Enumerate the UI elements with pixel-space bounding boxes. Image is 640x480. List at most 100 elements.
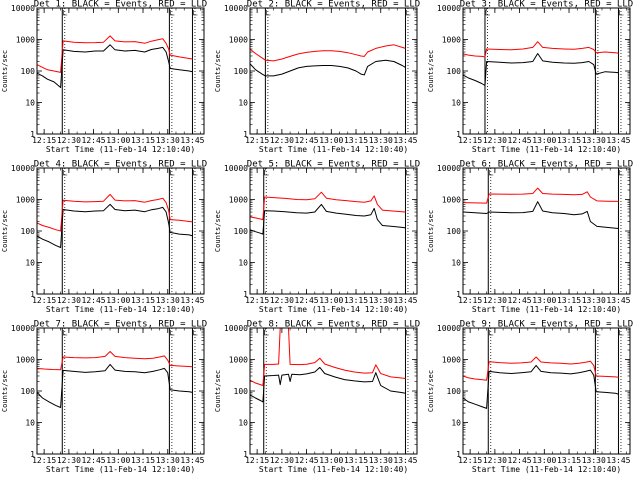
x-tick-label: 12:30 bbox=[483, 456, 507, 465]
x-tick-label: 12:45 bbox=[82, 296, 106, 305]
x-tick-label: 13:15 bbox=[557, 296, 581, 305]
plot-frame bbox=[36, 7, 205, 135]
marker-flag bbox=[619, 10, 624, 16]
marker-flag bbox=[619, 170, 624, 176]
lld-series bbox=[37, 193, 193, 232]
x-axis-label: Start Time (11-Feb-14 12:10:40) bbox=[259, 305, 408, 314]
y-tick-label: 10000 bbox=[11, 4, 35, 13]
y-tick-label: 10 bbox=[25, 259, 35, 268]
events-series bbox=[463, 53, 619, 86]
panel-title: Det 4: BLACK = Events, RED = LLD bbox=[34, 160, 207, 170]
x-tick-label: 12:15 bbox=[245, 136, 269, 145]
y-tick-label: 100 bbox=[234, 227, 249, 236]
x-tick-label: 13:00 bbox=[106, 296, 130, 305]
lld-series bbox=[250, 191, 406, 221]
y-tick-label: 100 bbox=[447, 387, 462, 396]
x-tick-label: 12:45 bbox=[295, 456, 319, 465]
y-tick-label: 1000 bbox=[229, 36, 248, 45]
x-tick-label: 12:30 bbox=[57, 296, 81, 305]
x-tick-label: 13:45 bbox=[393, 296, 417, 305]
y-axis-label: Counts/sec bbox=[427, 210, 435, 252]
x-tick-label: 13:15 bbox=[344, 456, 368, 465]
marker-flag bbox=[485, 10, 490, 16]
plot-frame bbox=[249, 327, 418, 455]
y-tick-label: 1 bbox=[243, 290, 248, 299]
marker-flag bbox=[170, 170, 175, 176]
detector-panel-3: Det 3: BLACK = Events, RED = LLD Counts/s… bbox=[427, 0, 633, 154]
lld-series bbox=[37, 35, 193, 73]
plot-frame bbox=[36, 167, 205, 295]
x-tick-label: 13:15 bbox=[344, 136, 368, 145]
lld-series bbox=[463, 356, 619, 381]
x-axis-label: Start Time (11-Feb-14 12:10:40) bbox=[46, 465, 195, 474]
x-tick-label: 13:00 bbox=[532, 296, 556, 305]
x-tick-label: 12:15 bbox=[32, 296, 56, 305]
detector-panel-5: Det 5: BLACK = Events, RED = LLD Counts/s… bbox=[214, 160, 420, 315]
y-tick-label: 1000 bbox=[16, 196, 35, 205]
y-tick-label: 1 bbox=[456, 130, 461, 139]
x-tick-label: 12:30 bbox=[270, 136, 294, 145]
y-tick-label: 1 bbox=[30, 290, 35, 299]
plot-frame bbox=[36, 327, 205, 455]
x-axis-label: Start Time (11-Feb-14 12:10:40) bbox=[472, 305, 621, 314]
y-tick-label: 1 bbox=[243, 450, 248, 459]
panel-title: Det 3: BLACK = Events, RED = LLD bbox=[460, 0, 633, 10]
x-axis-label: Start Time (11-Feb-14 12:10:40) bbox=[259, 465, 408, 474]
y-tick-label: 1000 bbox=[442, 36, 461, 45]
x-tick-label: 13:45 bbox=[180, 456, 204, 465]
events-series bbox=[37, 44, 193, 88]
marker-flag bbox=[488, 330, 494, 336]
plot-frame bbox=[462, 327, 631, 455]
x-tick-label: 12:45 bbox=[508, 456, 532, 465]
marker-flag bbox=[406, 10, 411, 16]
y-tick-label: 1 bbox=[456, 450, 461, 459]
y-tick-label: 100 bbox=[21, 227, 36, 236]
events-series bbox=[463, 364, 619, 409]
y-tick-label: 100 bbox=[21, 67, 36, 76]
y-tick-label: 100 bbox=[234, 67, 249, 76]
x-axis-label: Start Time (11-Feb-14 12:10:40) bbox=[259, 145, 408, 154]
x-tick-label: 13:00 bbox=[532, 456, 556, 465]
x-tick-label: 12:15 bbox=[32, 136, 56, 145]
x-axis-label: Start Time (11-Feb-14 12:10:40) bbox=[46, 305, 195, 314]
x-tick-label: 13:30 bbox=[582, 136, 606, 145]
marker-flag bbox=[406, 330, 411, 336]
y-tick-label: 10 bbox=[451, 99, 461, 108]
y-tick-label: 1000 bbox=[229, 196, 248, 205]
y-axis-label: Counts/sec bbox=[427, 50, 435, 92]
y-tick-label: 10 bbox=[238, 419, 248, 428]
y-tick-label: 10000 bbox=[437, 324, 461, 333]
panel-title: Det 8: BLACK = Events, RED = LLD bbox=[247, 320, 420, 330]
panel-title: Det 1: BLACK = Events, RED = LLD bbox=[34, 0, 207, 10]
y-axis-label: Counts/sec bbox=[214, 210, 222, 252]
x-axis-label: Start Time (11-Feb-14 12:10:40) bbox=[46, 145, 195, 154]
panel-title: Det 2: BLACK = Events, RED = LLD bbox=[247, 0, 420, 10]
panel-title: Det 7: BLACK = Events, RED = LLD bbox=[34, 320, 207, 330]
lld-series bbox=[463, 41, 619, 58]
x-tick-label: 13:30 bbox=[369, 456, 393, 465]
y-axis-label: Counts/sec bbox=[214, 370, 222, 412]
x-tick-label: 13:00 bbox=[319, 456, 343, 465]
detector-panel-1: Det 1: BLACK = Events, RED = LLD Counts/s… bbox=[1, 0, 207, 154]
y-axis-label: Counts/sec bbox=[427, 370, 435, 412]
x-tick-label: 13:00 bbox=[319, 136, 343, 145]
x-tick-label: 12:30 bbox=[270, 296, 294, 305]
x-tick-label: 13:00 bbox=[106, 136, 130, 145]
x-tick-label: 12:15 bbox=[458, 296, 482, 305]
x-tick-label: 12:45 bbox=[82, 456, 106, 465]
x-tick-label: 13:30 bbox=[369, 136, 393, 145]
x-tick-label: 12:45 bbox=[295, 296, 319, 305]
marker-flag bbox=[193, 10, 198, 16]
x-tick-label: 13:15 bbox=[131, 456, 155, 465]
y-axis-label: Counts/sec bbox=[1, 370, 9, 412]
detector-panel-4: Det 4: BLACK = Events, RED = LLD Counts/s… bbox=[1, 160, 207, 315]
panel-title: Det 9: BLACK = Events, RED = LLD bbox=[460, 320, 633, 330]
x-tick-label: 12:45 bbox=[295, 136, 319, 145]
x-tick-label: 12:30 bbox=[57, 136, 81, 145]
x-tick-label: 13:30 bbox=[156, 456, 180, 465]
x-tick-label: 13:45 bbox=[606, 296, 630, 305]
y-tick-label: 1 bbox=[243, 130, 248, 139]
events-series bbox=[250, 366, 406, 403]
events-series bbox=[250, 59, 406, 77]
